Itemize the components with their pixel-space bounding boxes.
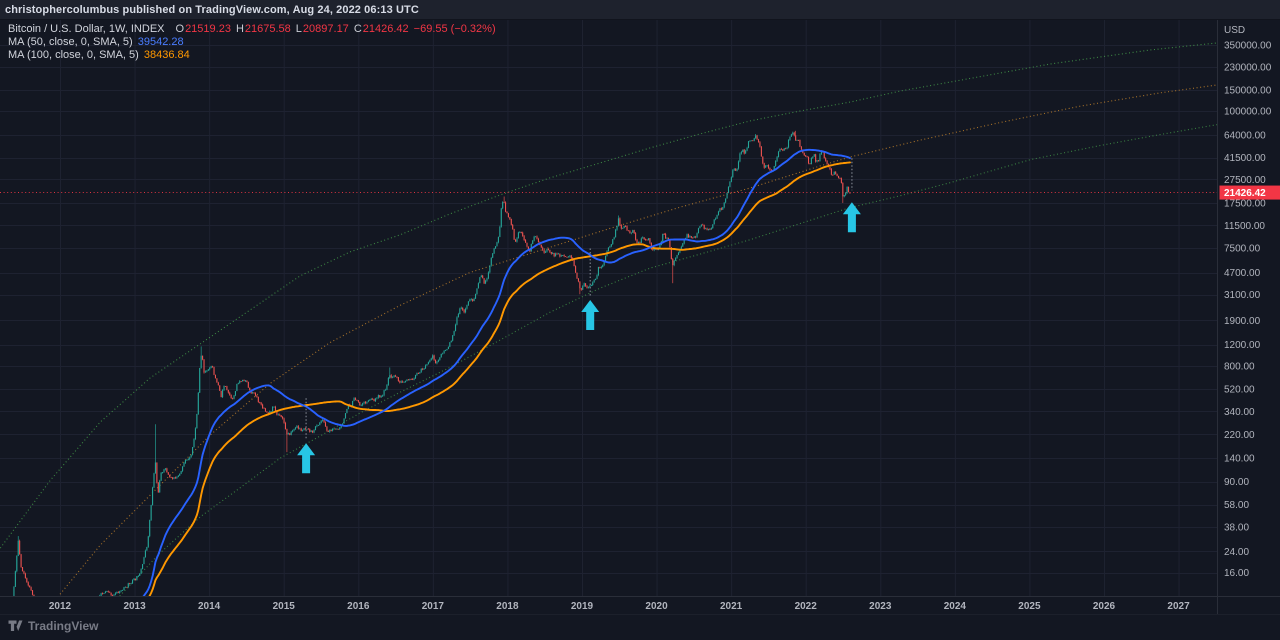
low-value: 20897.17 [302, 23, 349, 35]
price-tick-label: 24.00 [1224, 547, 1249, 558]
last-price-badge [1219, 185, 1280, 200]
price-tick-label: 340.00 [1224, 407, 1255, 418]
low-label: L [295, 23, 302, 35]
year-tick-label: 2016 [347, 601, 370, 612]
year-tick-label: 2023 [869, 601, 892, 612]
open-value: 21519.23 [185, 23, 231, 35]
time-axis[interactable]: 2012 2013 2014 2015 2016 2017 2018 2019 2020 2021… [49, 601, 1190, 612]
chart-pane[interactable] [0, 42, 1217, 627]
price-tick-label: 800.00 [1224, 362, 1255, 373]
up-arrow-marker[interactable] [842, 202, 861, 233]
up-arrow-marker[interactable] [297, 443, 316, 474]
close-label: C [353, 23, 362, 35]
price-tick-label: 230000.00 [1224, 63, 1272, 74]
ma100-legend-row[interactable]: MA (100, close, 0, SMA, 5) 38436.84 [8, 49, 496, 62]
log-curve-lower [119, 124, 1217, 596]
log-curve-upper [0, 42, 1217, 549]
year-tick-label: 2025 [1018, 601, 1041, 612]
year-tick-label: 2021 [720, 601, 743, 612]
ma50-legend-row[interactable]: MA (50, close, 0, SMA, 5) 39542.28 [8, 36, 496, 49]
ma50-line [142, 148, 851, 596]
price-tick-label: 17500.00 [1224, 199, 1266, 210]
price-tick-label: 90.00 [1224, 477, 1249, 488]
high-label: H [235, 23, 244, 35]
tradingview-watermark-text: TradingView [28, 619, 99, 633]
year-tick-label: 2024 [944, 601, 967, 612]
price-tick-label: 100000.00 [1224, 107, 1272, 118]
price-tick-label: 1200.00 [1224, 340, 1261, 351]
signal-markers [297, 158, 861, 474]
year-tick-label: 2020 [645, 601, 668, 612]
up-arrow-marker[interactable] [581, 300, 600, 330]
tradingview-logo-icon [8, 620, 23, 631]
high-value: 21675.58 [244, 23, 291, 35]
price-tick-label: 1900.00 [1224, 316, 1261, 327]
ma100-label: MA (100, close, 0, SMA, 5) [8, 49, 139, 61]
price-tick-label: 11500.00 [1224, 221, 1265, 232]
ma50-label: MA (50, close, 0, SMA, 5) [8, 36, 133, 48]
price-tick-label: 350000.00 [1224, 41, 1272, 52]
year-tick-label: 2012 [49, 601, 72, 612]
price-tick-label: 4700.00 [1224, 268, 1261, 279]
price-tick-label: 220.00 [1224, 430, 1255, 441]
price-tick-label: 140.00 [1224, 454, 1255, 465]
publish-bar-text: christophercolumbus published on Trading… [5, 4, 419, 16]
close-value: 21426.42 [362, 23, 409, 35]
price-tick-label: 38.00 [1224, 523, 1249, 534]
year-tick-label: 2022 [795, 601, 818, 612]
year-tick-label: 2019 [571, 601, 594, 612]
open-label: O [175, 23, 185, 35]
candlestick-series [13, 130, 851, 596]
pane-borders [0, 20, 1280, 615]
symbol-legend-row[interactable]: Bitcoin / U.S. Dollar, 1W, INDEX O21519.2… [8, 23, 496, 36]
year-tick-label: 2014 [198, 601, 221, 612]
price-tick-label: 520.00 [1224, 384, 1255, 395]
symbol-title: Bitcoin / U.S. Dollar, 1W, INDEX [8, 23, 165, 35]
price-tick-label: 3100.00 [1224, 290, 1261, 301]
year-tick-label: 2018 [496, 601, 519, 612]
price-axis-unit: USD [1224, 25, 1245, 36]
ma100-value: 38436.84 [143, 49, 190, 61]
year-tick-label: 2026 [1093, 601, 1116, 612]
year-tick-label: 2013 [123, 601, 146, 612]
tradingview-watermark[interactable]: TradingView [8, 619, 98, 633]
year-tick-label: 2027 [1167, 601, 1190, 612]
price-tick-label: 16.00 [1224, 568, 1249, 579]
change-value: −69.55 (−0.32%) [413, 23, 496, 35]
last-price-badge-value: 21426.42 [1224, 188, 1266, 199]
price-axis[interactable]: USD 350000.00 230000.00 150000.00 100000.00 6… [1219, 25, 1280, 579]
ma50-value: 39542.28 [137, 36, 184, 48]
grid [0, 20, 1217, 596]
price-tick-label: 150000.00 [1224, 85, 1272, 96]
price-tick-label: 64000.00 [1224, 130, 1266, 141]
price-tick-label: 27500.00 [1224, 175, 1266, 186]
publish-bar: christophercolumbus published on Trading… [0, 0, 1280, 20]
ma100-line [148, 161, 851, 596]
year-tick-label: 2017 [422, 601, 445, 612]
year-tick-label: 2015 [273, 601, 296, 612]
chart-legend: Bitcoin / U.S. Dollar, 1W, INDEX O21519.2… [8, 23, 496, 62]
price-tick-label: 41500.00 [1224, 153, 1266, 164]
price-tick-label: 58.00 [1224, 500, 1249, 511]
price-tick-label: 7500.00 [1224, 243, 1261, 254]
